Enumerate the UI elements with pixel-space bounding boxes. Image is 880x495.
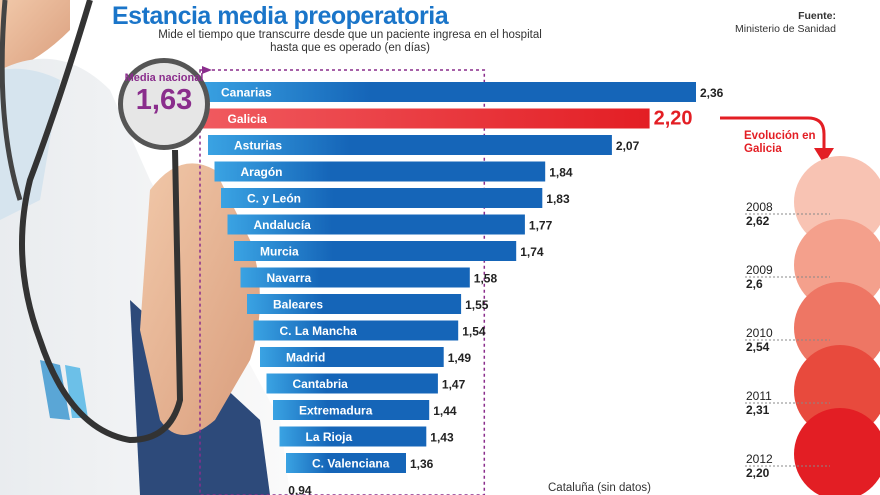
bar-label-13: La Rioja [306, 430, 353, 444]
value-label-8: 1,55 [465, 298, 489, 312]
national-average-badge: Media nacional 1,63 [118, 58, 210, 150]
evolution-year: 2010 [746, 326, 773, 340]
bar-label-12: Extremadura [299, 404, 373, 418]
national-average-line [199, 69, 486, 495]
value-label-15: 0,94 [288, 484, 312, 495]
value-label-6: 1,74 [520, 245, 544, 259]
bar-label-9: C. La Mancha [280, 324, 358, 338]
bar-label-1: Galicia [228, 112, 268, 126]
evolution-arrow [720, 116, 826, 150]
bar-7 [240, 267, 470, 288]
value-label-5: 1,77 [529, 219, 553, 233]
evolution-year: 2008 [746, 200, 773, 214]
evolution-circle-4 [794, 408, 880, 495]
chart-title: Estancia media preoperatoria [112, 2, 449, 30]
value-label-4: 1,83 [546, 192, 570, 206]
evolution-item-2008: 2008 2,62 [746, 200, 773, 228]
value-label-12: 1,44 [433, 404, 457, 418]
bar-9 [253, 320, 459, 341]
bar-label-6: Murcia [260, 245, 299, 259]
average-arrow-icon [202, 66, 212, 74]
bar-2 [208, 135, 612, 155]
value-label-7: 1,58 [474, 272, 498, 286]
bar-label-14: C. Valenciana [312, 457, 390, 471]
bar-10 [260, 347, 444, 367]
bar-label-2: Asturias [234, 139, 282, 153]
value-label-0: 2,36 [700, 86, 724, 100]
bar-1 [201, 108, 650, 129]
bar-label-8: Baleares [273, 298, 323, 312]
evolution-item-2010: 2010 2,54 [746, 326, 773, 354]
evolution-year: 2012 [746, 452, 773, 466]
evolution-value: 2,31 [746, 403, 770, 417]
bar-label-4: C. y León [247, 192, 301, 206]
arrow-down-icon [814, 148, 834, 164]
evolution-value: 2,62 [746, 214, 770, 228]
bar-label-5: Andalucía [254, 218, 312, 232]
evolution-value: 2,20 [746, 466, 770, 480]
no-data-note: Cataluña (sin datos) [548, 482, 651, 494]
bar-label-3: Aragón [241, 165, 283, 179]
evolution-value: 2,6 [746, 277, 763, 291]
source-label: Fuente: [798, 10, 836, 22]
value-label-14: 1,36 [410, 457, 434, 471]
value-label-3: 1,84 [549, 166, 573, 180]
bar-label-11: Cantabria [293, 377, 349, 391]
evolution-item-2012: 2012 2,20 [746, 452, 773, 480]
bar-label-15: País Vasco [319, 483, 382, 495]
bar-label-10: Madrid [286, 351, 325, 365]
evolution-title: Evolución en Galicia [744, 130, 816, 155]
value-label-1: 2,20 [654, 108, 693, 130]
national-average-label: Media nacional [124, 72, 204, 84]
value-label-9: 1,54 [462, 325, 486, 339]
evolution-value: 2,54 [746, 340, 770, 354]
bar-5 [227, 214, 525, 235]
evolution-item-2011: 2011 2,31 [746, 389, 772, 417]
value-label-11: 1,47 [442, 378, 466, 392]
chart-subtitle: Mide el tiempo que transcurre desde que … [158, 29, 542, 54]
bar-label-0: Canarias [221, 86, 272, 100]
bar-3 [214, 161, 546, 182]
bar-11 [266, 373, 438, 394]
bar-13 [279, 426, 427, 447]
value-label-10: 1,49 [448, 351, 472, 365]
bar-8 [247, 294, 462, 314]
bar-6 [234, 241, 517, 261]
evolution-item-2009: 2009 2,6 [746, 263, 773, 291]
source-note: Fuente: Ministerio de Sanidad [735, 10, 836, 36]
national-average-value: 1,63 [135, 84, 193, 116]
bar-0 [195, 82, 696, 102]
evolution-year: 2011 [746, 389, 772, 403]
bar-label-7: Navarra [267, 271, 312, 285]
evolution-year: 2009 [746, 263, 773, 277]
bar-14 [286, 453, 406, 473]
value-label-13: 1,43 [430, 431, 454, 445]
value-label-2: 2,07 [616, 139, 640, 153]
bar-12 [273, 400, 430, 420]
bar-4 [221, 188, 543, 208]
source-name: Ministerio de Sanidad [735, 23, 836, 35]
